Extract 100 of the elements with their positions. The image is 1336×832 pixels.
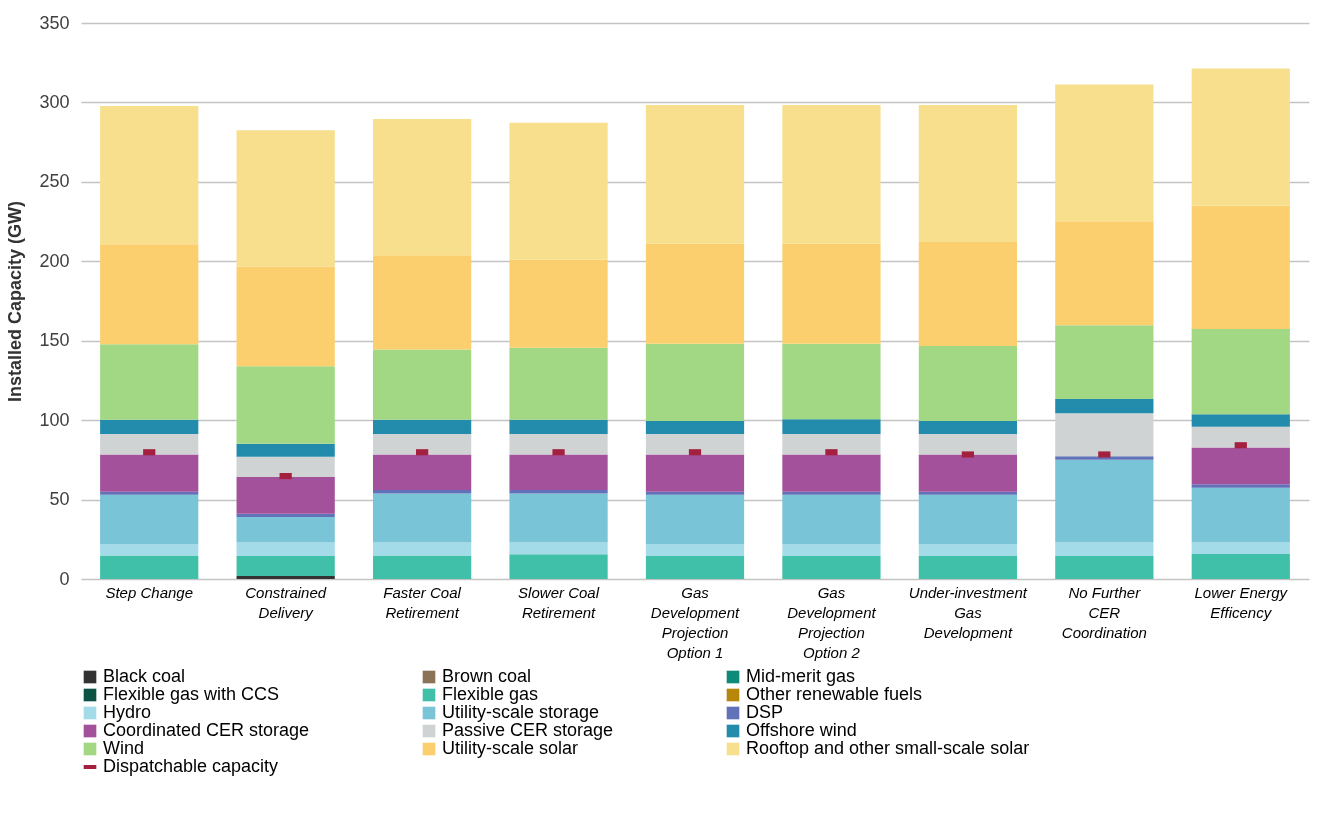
bar: [100, 544, 199, 556]
bar: [1055, 325, 1154, 400]
bar: [1055, 399, 1154, 414]
bar: [782, 544, 881, 557]
y-tick-label: 100: [39, 409, 70, 430]
legend-label: Offshore wind: [746, 720, 857, 740]
x-tick-label: Faster Coal Retirement: [383, 583, 462, 621]
bar: [1191, 484, 1290, 488]
y-tick-label: 250: [39, 171, 70, 192]
y-tick-label: 150: [39, 330, 70, 351]
y-axis-title: Installed Capacity (GW): [5, 200, 26, 403]
x-tick-label: No Further CER Coordination: [1061, 583, 1147, 641]
bar: [782, 419, 881, 435]
bar: [918, 556, 1018, 579]
bar: [645, 243, 745, 344]
bar: [1191, 205, 1290, 329]
x-tick-label: Constrained Delivery: [245, 583, 327, 621]
bar: [236, 517, 335, 543]
bar: [100, 494, 199, 545]
bar: [1191, 426, 1290, 448]
bar: [509, 419, 608, 434]
bar: [1191, 328, 1290, 415]
bar: [372, 349, 472, 420]
y-tick-label: 0: [59, 568, 70, 589]
bar: [236, 130, 335, 267]
legend-label: Flexible gas with CCS: [103, 684, 280, 704]
bar: [645, 104, 745, 244]
bar: [372, 433, 472, 455]
bar: [645, 421, 745, 435]
legend-label: Brown coal: [442, 666, 532, 686]
y-tick-label: 350: [39, 12, 70, 33]
legend-label: Mid-merit gas: [746, 666, 856, 686]
bar: [645, 491, 745, 495]
legend-label: Flexible gas: [442, 684, 539, 704]
bar: [645, 544, 745, 557]
bar: [918, 491, 1018, 495]
bar: [918, 104, 1018, 243]
bar: [1055, 542, 1154, 557]
bar: [782, 454, 881, 492]
legend-label: Other renewable fuels: [746, 684, 923, 704]
bar: [236, 513, 335, 518]
bar: [372, 542, 472, 556]
x-tick-label: Slower Coal Retirement: [518, 583, 600, 621]
bar: [236, 555, 335, 576]
bar: [1055, 459, 1154, 543]
bar: [645, 434, 745, 455]
bar: [100, 419, 199, 434]
y-tick-label: 200: [39, 250, 70, 271]
bar: [1191, 487, 1290, 543]
bar: [782, 434, 881, 455]
bar: [918, 544, 1018, 557]
bar: [1191, 68, 1290, 206]
bar: [509, 490, 608, 494]
bar: [1055, 413, 1154, 457]
bar: [372, 555, 472, 579]
bar: [236, 443, 335, 457]
bar: [509, 433, 608, 455]
bar: [509, 347, 608, 420]
bar: [100, 433, 199, 455]
bar: [100, 555, 199, 579]
bar: [645, 556, 745, 579]
bar: [236, 477, 335, 514]
legend-label: Dispatchable capacity: [103, 756, 279, 776]
bar: [1055, 456, 1154, 460]
bar: [236, 456, 335, 478]
bar: [918, 454, 1018, 492]
y-tick-label: 300: [39, 91, 70, 112]
legend-label: Utility-scale storage: [442, 702, 600, 722]
legend-label: Wind: [103, 738, 145, 758]
bar: [372, 490, 472, 494]
x-tick-label: Gas Development Projection Option 1: [650, 583, 741, 661]
bar: [372, 419, 472, 434]
bar: [918, 345, 1018, 422]
bar: [509, 542, 608, 555]
x-tick-label: Under-investment Gas Development: [908, 583, 1028, 641]
bar: [782, 494, 881, 545]
bar: [236, 575, 335, 579]
bar: [509, 259, 608, 348]
bar: [782, 343, 881, 420]
bar: [372, 118, 472, 256]
legend-label: Utility-scale solar: [442, 738, 579, 758]
bar: [1191, 542, 1290, 554]
bar: [918, 494, 1018, 545]
bar: [236, 366, 335, 444]
bar: [918, 434, 1018, 455]
x-tick-label: Lower Energy Efficency: [1194, 583, 1289, 621]
bar: [1055, 556, 1154, 579]
legend-label: Coordinated CER storage: [103, 720, 310, 740]
bar: [645, 454, 745, 492]
legend-label: DSP: [746, 702, 784, 722]
bar: [509, 493, 608, 543]
bar: [782, 491, 881, 495]
bar: [509, 122, 608, 260]
bar: [236, 266, 335, 367]
bar: [782, 556, 881, 579]
bar: [782, 104, 881, 244]
bar: [918, 421, 1018, 435]
x-tick-label: Step Change: [105, 583, 194, 601]
legend-label: Black coal: [103, 666, 186, 686]
bar: [100, 105, 199, 245]
